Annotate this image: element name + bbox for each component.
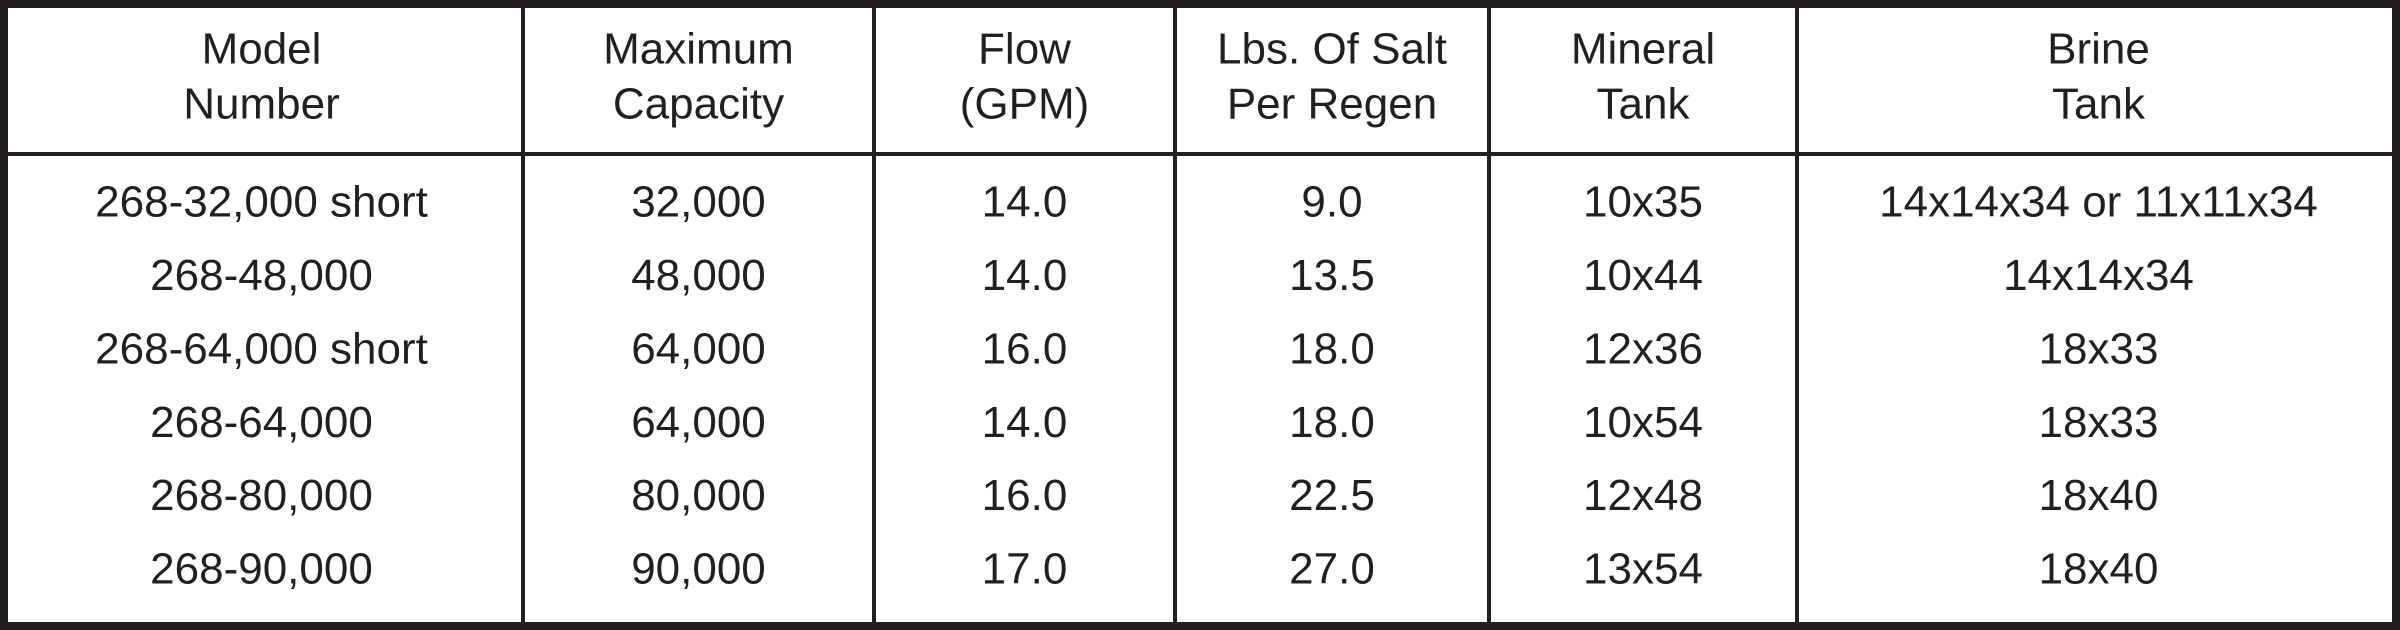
- table-cell: 18x40: [2039, 471, 2159, 520]
- table-cell: 268-64,000 short: [95, 324, 428, 373]
- table-cell: 48,000: [631, 251, 766, 300]
- header-cell: Tank: [1597, 80, 1691, 129]
- table-cell: 10x35: [1583, 178, 1703, 227]
- table-cell: 268-80,000: [150, 471, 373, 520]
- table-cell: 18x40: [2039, 545, 2159, 594]
- table-cell: 32,000: [631, 178, 766, 227]
- table-cell: 14.0: [982, 398, 1068, 447]
- header-cell: Mineral: [1571, 25, 1715, 74]
- table-cell: 22.5: [1289, 471, 1375, 520]
- table-cell: 268-64,000: [150, 398, 373, 447]
- table-cell: 10x44: [1583, 251, 1703, 300]
- table-cell: 13.5: [1289, 251, 1375, 300]
- table-cell: 12x48: [1583, 471, 1703, 520]
- table-cell: 18x33: [2039, 398, 2159, 447]
- table-cell: 90,000: [631, 545, 766, 594]
- table-cell: 268-32,000 short: [95, 178, 428, 227]
- table-cell: 18.0: [1289, 324, 1375, 373]
- header-cell: Number: [183, 80, 340, 129]
- header-cell: Lbs. Of Salt: [1217, 25, 1447, 74]
- header-cell: Brine: [2047, 25, 2150, 74]
- table-cell: 80,000: [631, 471, 766, 520]
- table-cell: 17.0: [982, 545, 1068, 594]
- table-cell: 10x54: [1583, 398, 1703, 447]
- table-cell: 12x36: [1583, 324, 1703, 373]
- table-cell: 13x54: [1583, 545, 1703, 594]
- table-cell: 27.0: [1289, 545, 1375, 594]
- table-cell: 18.0: [1289, 398, 1375, 447]
- header-cell: Maximum: [603, 25, 794, 74]
- table-cell: 14x14x34 or 11x11x34: [1879, 178, 2318, 227]
- header-cell: Model: [202, 25, 322, 74]
- table-cell: 268-90,000: [150, 545, 373, 594]
- table-cell: 14.0: [982, 251, 1068, 300]
- header-cell: Capacity: [613, 80, 784, 129]
- table-cell: 14.0: [982, 178, 1068, 227]
- table-cell: 64,000: [631, 324, 766, 373]
- header-cell: Flow: [978, 25, 1071, 74]
- table-cell: 14x14x34: [2003, 251, 2194, 300]
- header-cell: (GPM): [960, 80, 1090, 129]
- header-cell: Per Regen: [1227, 80, 1437, 129]
- table-cell: 64,000: [631, 398, 766, 447]
- table-cell: 16.0: [982, 471, 1068, 520]
- table-cell: 9.0: [1301, 178, 1362, 227]
- table-cell: 18x33: [2039, 324, 2159, 373]
- header-cell: Tank: [2052, 80, 2146, 129]
- table-cell: 268-48,000: [150, 251, 373, 300]
- table-cell: 16.0: [982, 324, 1068, 373]
